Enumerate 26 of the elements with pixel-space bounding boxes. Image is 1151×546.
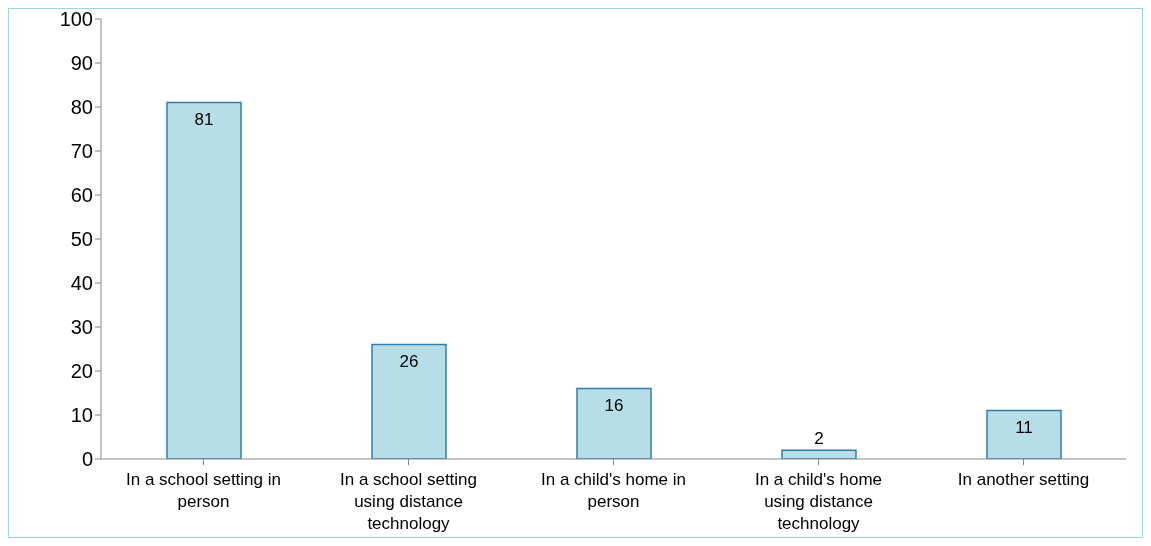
y-tick-label: 0 — [81, 448, 93, 471]
y-tick-label: 20 — [70, 360, 93, 383]
data-label: 26 — [399, 351, 419, 371]
data-label: 2 — [814, 429, 824, 449]
bar — [371, 343, 447, 459]
y-tick-label: 30 — [70, 316, 93, 339]
bar — [781, 449, 857, 459]
x-tick-label: In a child's home in person — [541, 470, 686, 511]
y-tick-label: 70 — [70, 140, 93, 163]
y-tick-label: 100 — [59, 8, 93, 31]
y-tick-label: 90 — [70, 52, 93, 75]
y-tick-label: 40 — [70, 272, 93, 295]
x-tick-label: In a school setting in person — [126, 470, 281, 511]
y-tick-label: 10 — [70, 404, 93, 427]
x-tick-label: In another setting — [957, 470, 1090, 489]
y-tick-label: 50 — [70, 228, 93, 251]
x-tick-label: In a school setting using distance technology — [339, 470, 478, 533]
x-tick-label: In a child's home using distance technology — [754, 470, 883, 533]
data-label: 11 — [1015, 417, 1033, 437]
bar — [166, 101, 242, 459]
bar — [986, 409, 1062, 459]
data-label: 81 — [194, 109, 214, 129]
y-tick-label: 60 — [70, 184, 93, 207]
bar — [576, 387, 652, 459]
y-tick-label: 80 — [70, 96, 93, 119]
data-label: 16 — [604, 395, 624, 415]
